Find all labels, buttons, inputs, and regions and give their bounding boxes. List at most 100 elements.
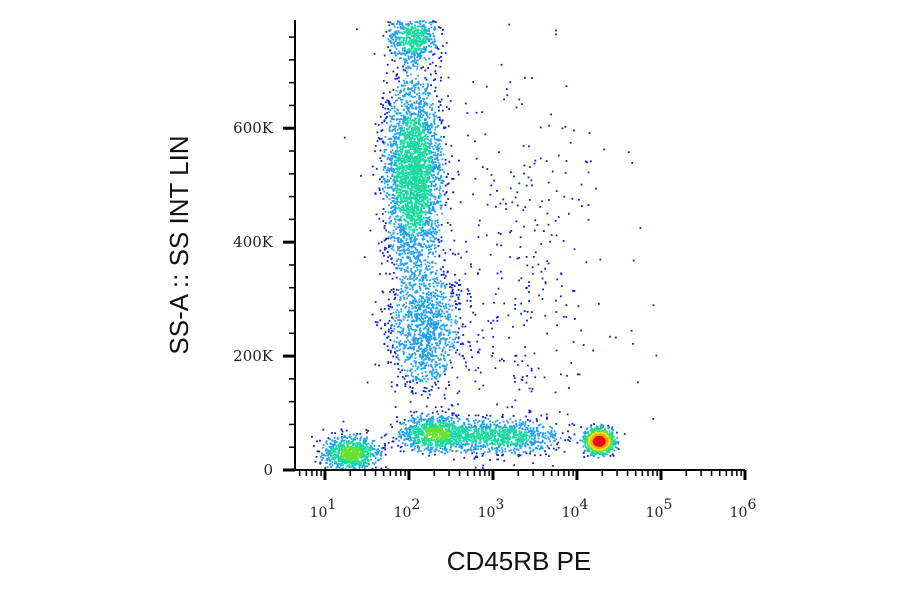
event-point [403,344,406,347]
event-point [429,347,432,350]
event-point [412,284,415,286]
event-point [390,329,393,332]
event-point [438,374,441,377]
event-point [407,374,409,377]
event-point [532,432,535,434]
event-point [409,257,412,259]
event-point [456,449,459,452]
event-point [437,106,440,108]
event-point [440,206,443,209]
event-point [389,215,392,218]
event-point [419,308,422,311]
event-point [438,334,440,337]
event-point [438,419,441,422]
event-point [398,146,401,149]
event-point [474,380,477,383]
event-point [399,227,402,229]
event-point [418,96,420,99]
event-point [428,93,431,95]
event-point [409,258,412,261]
event-point [440,312,443,315]
event-point [454,273,456,276]
event-point [430,156,433,159]
event-point [429,236,432,239]
event-point [547,446,549,449]
event-point [523,324,525,326]
event-point [450,292,453,295]
event-point [428,454,430,457]
event-point [411,387,414,389]
event-point [610,432,613,435]
event-point [340,429,343,431]
event-point [429,279,431,281]
event-point [399,348,402,351]
event-point [450,321,453,324]
event-point [406,267,409,269]
event-point [389,237,392,240]
event-point [406,291,409,294]
event-point [522,209,525,212]
event-point [390,167,393,170]
event-point [565,304,568,306]
event-point [411,60,414,62]
event-point [410,237,413,240]
event-point [422,123,425,125]
event-point [500,442,503,445]
event-point [365,431,368,434]
event-point [422,105,425,107]
event-point [495,205,497,208]
event-point [574,318,576,320]
event-point [384,246,386,249]
event-point [369,444,372,447]
event-point [412,96,414,99]
event-point [419,363,421,366]
event-point [379,319,382,322]
event-point [394,182,397,185]
event-point [422,51,425,53]
event-point [396,267,399,270]
event-point [365,440,368,442]
event-point [419,289,422,291]
event-point [427,222,430,225]
event-point [399,43,402,46]
event-point [532,421,535,424]
event-point [521,103,523,106]
event-point [630,329,633,332]
event-point [380,262,383,265]
event-point [611,427,613,430]
event-point [398,439,401,442]
event-point [391,197,394,199]
event-point [413,56,416,59]
event-point [431,61,434,64]
event-point [397,241,400,243]
event-point [415,315,418,318]
event-point [540,431,542,434]
event-point [401,240,404,242]
event-point [426,374,429,377]
event-point [513,451,516,453]
event-point [440,98,443,101]
event-point [437,159,440,162]
event-point [489,193,492,196]
event-point [375,167,378,170]
event-point [439,319,442,322]
event-point [394,181,396,184]
event-point [404,435,406,437]
event-point [377,448,379,451]
event-point [394,40,397,43]
event-point [424,202,426,205]
event-point [431,300,433,302]
event-point [394,143,397,146]
event-point [400,32,403,35]
event-point [418,251,421,254]
event-point [406,28,408,30]
event-point [611,453,614,456]
event-point [438,229,441,232]
event-point [428,232,431,235]
event-point [481,420,484,423]
event-point [424,93,427,95]
event-point [547,436,550,439]
event-point [555,33,557,36]
event-point [585,428,588,431]
event-point [454,321,456,324]
